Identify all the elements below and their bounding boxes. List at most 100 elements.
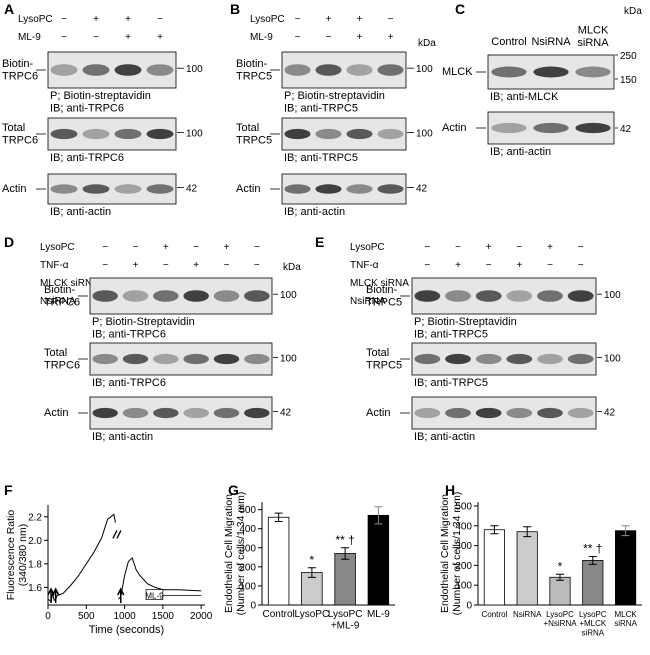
band — [114, 128, 142, 140]
kda-marker: 100 — [280, 290, 297, 301]
kda-marker: 150 — [620, 75, 637, 86]
error-bar — [588, 555, 597, 565]
band — [315, 184, 342, 194]
band — [153, 407, 179, 419]
treatment-sign: + — [157, 32, 163, 43]
kda-marker: 100 — [604, 353, 621, 364]
band — [114, 184, 142, 194]
band — [445, 290, 471, 302]
treatment-sign: − — [455, 242, 461, 253]
error-bar — [307, 567, 316, 578]
band — [346, 128, 373, 140]
treatment-sign: − — [254, 260, 260, 271]
y-tick-label: 500 — [455, 501, 472, 512]
band — [284, 64, 311, 76]
x-tick-label: LysoPC +NsiRNA — [543, 610, 577, 628]
band — [122, 290, 149, 302]
significance-marker: ** † — [583, 541, 602, 555]
panel-letter: A — [4, 1, 14, 17]
band — [92, 290, 118, 302]
treatment-sign: − — [102, 260, 108, 271]
blot-label: Actin — [44, 407, 68, 419]
band — [475, 353, 502, 365]
kda-label: kDa — [418, 38, 436, 49]
treatment-label: ML-9 — [18, 32, 41, 43]
band — [346, 64, 373, 76]
treatment-sign: + — [357, 32, 363, 43]
treatment-sign: − — [547, 260, 553, 271]
y-tick-label: 200 — [239, 562, 256, 573]
treatment-sign: − — [93, 32, 99, 43]
treatment-sign: − — [163, 260, 169, 271]
treatment-sign: + — [516, 260, 522, 271]
blot-label: MLCK — [442, 66, 473, 78]
band — [491, 122, 527, 134]
band — [377, 184, 404, 194]
blot-caption: IB; anti-actin — [50, 206, 111, 218]
band — [575, 66, 611, 78]
x-tick-label: LysoPC +ML-9 — [328, 609, 363, 632]
y-tick-label: 1.8 — [28, 559, 42, 570]
blot-label: Actin — [442, 122, 466, 134]
band — [244, 353, 270, 365]
band — [445, 353, 471, 365]
blot-label: Total TRPC5 — [236, 122, 272, 147]
blot-label: Total TRPC6 — [44, 347, 80, 372]
treatment-sign: − — [388, 14, 394, 25]
x-tick-label: 1000 — [113, 611, 136, 622]
panel-letter: H — [445, 482, 455, 498]
treatment-sign: + — [224, 242, 230, 253]
treatment-sign: − — [133, 242, 139, 253]
annotation: ML-9 — [145, 592, 164, 601]
treatment-sign: − — [102, 242, 108, 253]
x-tick-label: Control — [263, 609, 295, 620]
lane-label: NsiRNA — [531, 36, 571, 48]
treatment-sign: − — [424, 242, 430, 253]
band — [567, 353, 594, 365]
treatment-sign: − — [157, 14, 163, 25]
band — [377, 64, 404, 76]
kda-marker: 100 — [416, 64, 433, 75]
band — [82, 64, 110, 76]
y-tick-label: 200 — [455, 561, 472, 572]
blot-label: Actin — [236, 183, 260, 195]
band — [92, 407, 118, 419]
treatment-label: LysoPC — [250, 14, 285, 25]
band — [567, 407, 594, 419]
blot-caption: IB; anti-actin — [92, 431, 153, 443]
y-tick-label: 500 — [239, 505, 256, 516]
treatment-sign: + — [133, 260, 139, 271]
band — [537, 353, 563, 365]
band — [506, 353, 533, 365]
kda-marker: 42 — [186, 184, 198, 195]
blot — [47, 51, 177, 89]
bar — [582, 560, 604, 606]
treatment-sign: − — [295, 32, 301, 43]
blot-label: Total TRPC5 — [366, 347, 402, 372]
arrow — [51, 587, 60, 603]
blot-caption: P; Biotin-streptavidin IB; anti-TRPC5 — [284, 90, 385, 115]
band — [114, 64, 142, 76]
y-axis-label: Endothelial Cell Migration(Number of cel… — [223, 492, 247, 616]
band — [50, 128, 78, 140]
treatment-sign: + — [326, 14, 332, 25]
blot-caption: IB; anti-actin — [490, 146, 551, 158]
error-bar — [556, 573, 564, 581]
significance-marker: * — [310, 553, 315, 567]
kda-marker: 100 — [604, 290, 621, 301]
y-tick-label: 0 — [466, 601, 472, 612]
band — [183, 353, 209, 365]
treatment-sign: − — [424, 260, 430, 271]
error-bar — [274, 512, 283, 522]
lane-label: Control — [491, 36, 526, 48]
treatment-sign: − — [224, 260, 230, 271]
blot-caption: P; Biotin-streptavidin IB; anti-TRPC6 — [50, 90, 151, 115]
kda-marker: 100 — [416, 128, 433, 139]
error-bar — [490, 525, 499, 535]
band — [575, 122, 611, 134]
treatment-sign: + — [93, 14, 99, 25]
annotation-box — [145, 589, 164, 600]
treatment-label: LysoPC — [40, 242, 75, 253]
error-bar — [374, 506, 383, 525]
blot-label: Actin — [2, 183, 26, 195]
